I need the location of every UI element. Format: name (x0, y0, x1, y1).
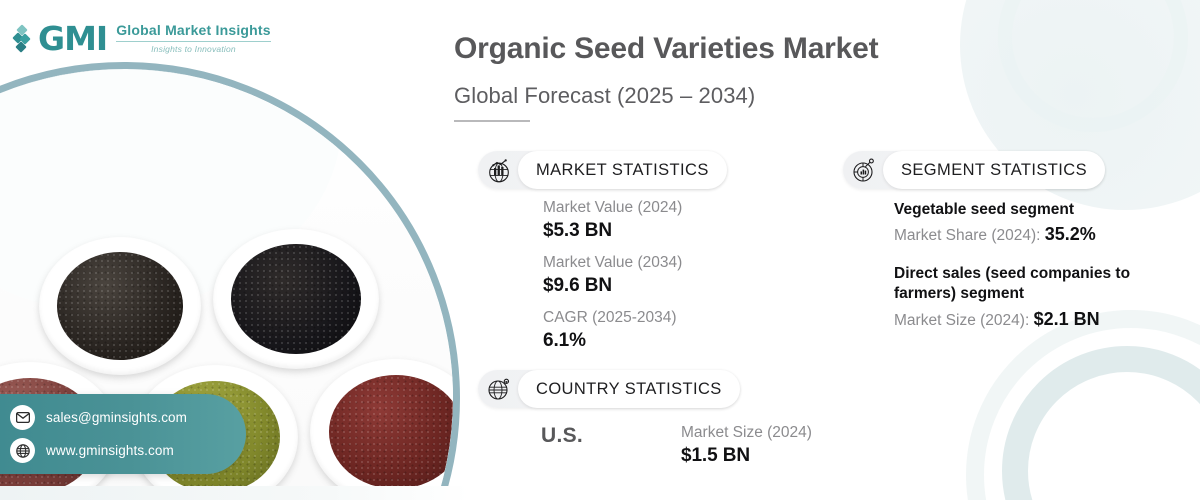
contact-box: sales@gminsights.com www.gminsights.com (0, 394, 246, 474)
segment-2-metric: Market Size (2024): $2.1 BN (894, 309, 1166, 330)
logo-divider (116, 41, 271, 43)
country-statistics-pill: COUNTRY STATISTICS (478, 370, 740, 408)
contact-website-row[interactable]: www.gminsights.com (10, 438, 246, 463)
logo-wordmark: Global Market Insights Insights to Innov… (114, 21, 271, 55)
segment-statistics-item-1: Vegetable seed segment Market Share (202… (894, 200, 1096, 245)
page-title: Organic Seed Varieties Market (454, 32, 879, 65)
segment-1-metric-value: 35.2% (1044, 223, 1096, 244)
country-market-size-label: Market Size (2024) (681, 424, 812, 441)
logo-gmi-text: GMI (38, 19, 108, 58)
title-divider (454, 120, 530, 122)
contact-email-text: sales@gminsights.com (46, 410, 188, 425)
envelope-icon (10, 405, 35, 430)
market-value-2034-label: Market Value (2034) (543, 254, 683, 271)
market-statistics-values: Market Value (2024) $5.3 BN Market Value… (543, 199, 682, 355)
segment-statistics-item-2: Direct sales (seed companies to farmers)… (894, 264, 1166, 330)
cagr-label: CAGR (2025-2034) (543, 309, 677, 326)
seed-bowl-adzuki-beans (310, 359, 453, 500)
segment-statistics-label: SEGMENT STATISTICS (883, 151, 1105, 189)
gmi-logo[interactable]: GMI Global Market Insights Insights to I… (12, 19, 271, 58)
logo-company-name: Global Market Insights (116, 21, 271, 38)
logo-diamonds-icon (12, 23, 31, 53)
page-subtitle: Global Forecast (2025 – 2034) (454, 83, 756, 108)
country-name: U.S. (541, 424, 584, 447)
market-statistics-label: MARKET STATISTICS (518, 151, 727, 189)
decorative-bottom-strip (0, 486, 470, 500)
market-value-2024-value: $5.3 BN (543, 220, 613, 241)
donut-chart-arrow-icon (849, 155, 879, 185)
contact-website-text: www.gminsights.com (46, 443, 174, 458)
segment-2-metric-value: $2.1 BN (1033, 308, 1100, 329)
segment-statistics-pill: SEGMENT STATISTICS (843, 151, 1105, 189)
globe-icon (10, 438, 35, 463)
segment-2-metric-label: Market Size (2024): (894, 311, 1034, 329)
seeds-black-sesame (56, 252, 184, 360)
segment-1-metric-label: Market Share (2024): (894, 226, 1045, 244)
logo-tagline: Insights to Innovation (151, 44, 236, 55)
country-statistics-values: Market Size (2024) $1.5 BN (681, 424, 812, 470)
market-statistics-pill: MARKET STATISTICS (478, 151, 727, 189)
cagr-value: 6.1% (543, 330, 586, 351)
globe-bar-chart-icon (484, 155, 514, 185)
segment-1-metric: Market Share (2024): 35.2% (894, 224, 1096, 245)
country-market-size-value: $1.5 BN (681, 445, 751, 466)
market-value-2024-label: Market Value (2024) (543, 199, 683, 216)
globe-pin-icon (484, 374, 514, 404)
market-value-2034-value: $9.6 BN (543, 275, 613, 296)
seed-bowl-black-sesame (39, 237, 201, 375)
contact-email-row[interactable]: sales@gminsights.com (10, 405, 246, 430)
segment-2-title: Direct sales (seed companies to farmers)… (894, 265, 1131, 302)
segment-1-title: Vegetable seed segment (894, 201, 1075, 218)
seeds-adzuki-beans (328, 375, 453, 489)
seeds-black-beans (231, 244, 361, 354)
country-statistics-label: COUNTRY STATISTICS (518, 370, 740, 408)
seed-bowl-black-beans (213, 229, 379, 369)
